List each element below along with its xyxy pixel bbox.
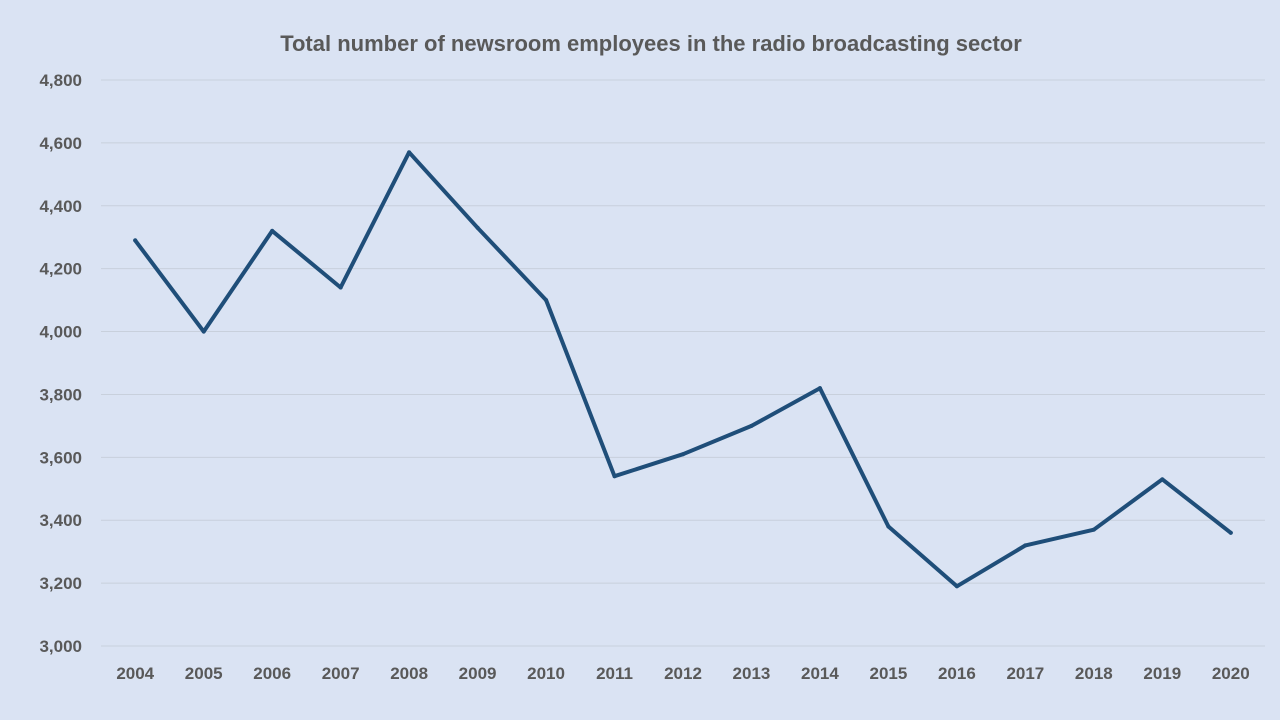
x-tick-label: 2007	[322, 664, 360, 683]
data-point-2015	[886, 524, 891, 529]
data-point-2011	[612, 474, 617, 479]
x-tick-label: 2020	[1212, 664, 1250, 683]
data-point-2007	[338, 285, 343, 290]
x-tick-label: 2015	[869, 664, 907, 683]
data-point-2010	[544, 298, 549, 303]
x-axis: 2004 2005 2006 2007 2008 2009 2010 2011 2012 2013…	[116, 664, 1249, 683]
data-point-2008	[407, 150, 412, 155]
x-tick-label: 2009	[459, 664, 497, 683]
x-tick-label: 2010	[527, 664, 565, 683]
y-tick-label: 3,400	[39, 511, 82, 530]
y-tick-label: 4,800	[39, 71, 82, 90]
x-tick-label: 2019	[1143, 664, 1181, 683]
x-tick-label: 2004	[116, 664, 154, 683]
data-point-2006	[270, 228, 275, 233]
y-tick-label: 3,200	[39, 574, 82, 593]
data-point-2017	[1023, 543, 1028, 548]
x-tick-label: 2013	[733, 664, 771, 683]
series-layer	[133, 150, 1233, 589]
x-tick-label: 2018	[1075, 664, 1113, 683]
data-point-2019	[1160, 477, 1165, 482]
series-line-0	[133, 150, 1233, 589]
data-point-2012	[681, 452, 685, 457]
x-tick-label: 2014	[801, 664, 839, 683]
x-tick-label: 2005	[185, 664, 223, 683]
y-tick-label: 4,600	[39, 134, 82, 153]
data-point-2013	[749, 423, 754, 428]
data-point-2009	[475, 225, 480, 230]
y-tick-label: 4,000	[39, 323, 82, 342]
y-tick-label: 3,000	[39, 637, 82, 656]
x-tick-label: 2016	[938, 664, 976, 683]
data-point-2016	[954, 584, 959, 589]
data-point-2005	[201, 329, 206, 334]
x-tick-label: 2012	[664, 664, 702, 683]
data-point-2018	[1091, 527, 1096, 532]
y-tick-label: 4,200	[39, 260, 82, 279]
x-tick-label: 2017	[1006, 664, 1044, 683]
x-tick-label: 2011	[596, 664, 633, 683]
data-point-2014	[817, 386, 822, 391]
x-tick-label: 2006	[253, 664, 291, 683]
y-axis: 3,000 3,200 3,400 3,600 3,800 4,000 4,200 4,400…	[39, 71, 82, 656]
data-point-2020	[1228, 530, 1233, 535]
data-point-2004	[133, 238, 138, 243]
y-tick-label: 3,800	[39, 385, 82, 404]
y-tick-label: 3,600	[39, 448, 82, 467]
y-tick-label: 4,400	[39, 197, 82, 216]
chart-title: Total number of newsroom employees in th…	[280, 31, 1022, 56]
x-tick-label: 2008	[390, 664, 428, 683]
grid-lines	[101, 79, 1265, 647]
